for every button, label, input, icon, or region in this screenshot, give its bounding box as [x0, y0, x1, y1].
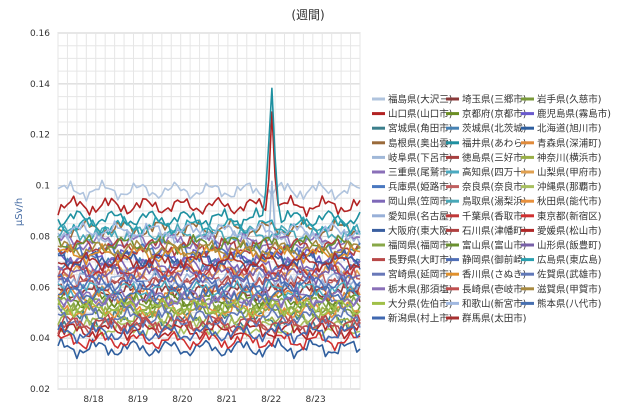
legend-entry: 熊本県(八代市) [537, 298, 601, 310]
y-tick-label: 0.08 [30, 232, 50, 242]
legend-entry: 富山県(富山市) [462, 240, 526, 252]
series-line [57, 321, 361, 345]
series-line [57, 297, 361, 318]
legend-entry: 兵庫県(姫路市) [388, 181, 452, 193]
x-tick-label: 8/23 [305, 395, 325, 402]
legend-entry: 静岡県(御前崎) [462, 254, 526, 266]
chart-title: (週間) [291, 8, 324, 22]
series-line [57, 220, 361, 243]
legend-entry: 東京都(新宿区) [537, 210, 601, 222]
x-tick-label: 8/19 [128, 395, 148, 402]
legend-entry: 高知県(四万十) [462, 167, 526, 179]
legend-entry: 長野県(大町市) [388, 254, 452, 266]
series-line [57, 243, 361, 266]
legend-entry: 岐阜県(下呂市) [388, 152, 452, 164]
series-line [57, 314, 361, 337]
legend-entry: 神奈川(横浜市) [537, 152, 601, 164]
legend-entry: 福岡県(福岡市) [388, 240, 452, 252]
y-tick-label: 0.16 [30, 29, 50, 39]
legend-entry: 徳島県(三好市) [462, 152, 526, 164]
x-tick-label: 8/20 [172, 395, 192, 402]
legend-entry: 三重県(尾鷲市) [388, 167, 452, 179]
legend-entry: 新潟県(村上市) [388, 313, 452, 325]
series-line [57, 263, 361, 286]
y-tick-label: 0.04 [30, 334, 50, 344]
legend-entry: 栃木県(那須塩) [388, 283, 452, 295]
legend-entry: 北海道(旭川市) [537, 123, 601, 135]
legend-entry: 山梨県(甲府市) [537, 167, 601, 179]
legend-entry: 山口県(山口市) [388, 108, 452, 120]
y-axis-label: μSv/h [14, 198, 25, 226]
legend-entry: 京都府(京都市) [462, 108, 526, 120]
y-tick-label: 0.02 [30, 385, 50, 395]
legend-entry: 鹿児島県(霧島市) [537, 108, 611, 120]
series-line [57, 286, 361, 309]
series-line [57, 111, 361, 218]
legend-entry: 千葉県(香取市) [462, 210, 526, 222]
series-line [58, 282, 361, 303]
legend-entry: 広島県(東広島) [537, 254, 601, 266]
series-line [57, 330, 361, 352]
series-line [57, 248, 361, 270]
legend-entry: 和歌山(新宮市) [462, 298, 526, 310]
x-tick-label: 8/18 [83, 395, 103, 402]
series-line [57, 238, 361, 260]
legend-entry: 沖縄県(那覇市) [537, 181, 601, 193]
y-tick-label: 0.06 [30, 283, 50, 293]
legend-entry: 香川県(さぬき) [462, 270, 526, 281]
legend-entry: 福井県(あわら) [462, 137, 526, 149]
legend-entry: 長崎県(壱岐市) [462, 283, 526, 295]
series-line [57, 271, 361, 294]
legend-entry: 青森県(深浦町) [537, 137, 601, 149]
legend-entry: 鳥取県(湯梨浜) [462, 196, 526, 208]
legend-entry: 群馬県(太田市) [462, 313, 526, 325]
legend-entry: 岡山県(笠岡市) [388, 196, 452, 208]
legend-entry: 埼玉県(三郷市) [462, 94, 526, 106]
y-ticks: 0.02 0.04 0.06 0.08 0.1 0.12 0.14 0.16 [30, 29, 50, 395]
y-tick-label: 0.14 [30, 80, 50, 90]
series-line [57, 251, 361, 273]
legend-entry: 山形県(飯豊町) [537, 240, 601, 252]
legend-entry: 宮崎県(延岡市) [388, 269, 452, 281]
legend-entry: 愛媛県(松山市) [537, 225, 601, 237]
x-tick-label: 8/22 [261, 395, 281, 402]
series-line [57, 179, 361, 202]
legend-entry: 秋田県(能代市) [537, 196, 601, 208]
series-lines [57, 87, 361, 360]
legend-entry: 石川県(津幡町) [462, 225, 526, 237]
legend: 福島県(大沢三) 埼玉県(三郷市) 岩手県(久慈市) 山口県(山口市) 京都府(京都市)… [372, 94, 611, 325]
legend-entry: 岩手県(久慈市) [537, 94, 601, 106]
legend-entry: 福島県(大沢三) [388, 94, 452, 106]
legend-entry: 茨城県(北茨城) [462, 123, 526, 135]
legend-entry: 佐賀県(武雄市) [537, 269, 601, 281]
x-tick-label: 8/21 [217, 395, 237, 402]
legend-entry: 滋賀県(甲賀市) [537, 283, 601, 295]
series-line [57, 292, 361, 314]
legend-entry: 大分県(佐伯市) [388, 298, 452, 310]
x-ticks: 8/18 8/19 8/20 8/21 8/22 8/23 [83, 395, 325, 402]
legend-entry: 奈良県(奈良市) [462, 181, 526, 193]
y-tick-label: 0.12 [30, 131, 50, 141]
legend-entry: 宮城県(角田市) [388, 123, 452, 135]
series-line [57, 216, 361, 237]
y-tick-label: 0.1 [36, 182, 50, 192]
legend-entry: 大阪府(東大阪) [388, 225, 452, 237]
series-line [57, 269, 361, 291]
legend-entry: 島根県(奥出雲) [388, 137, 452, 149]
legend-entry: 愛知県(名古屋) [388, 210, 452, 222]
